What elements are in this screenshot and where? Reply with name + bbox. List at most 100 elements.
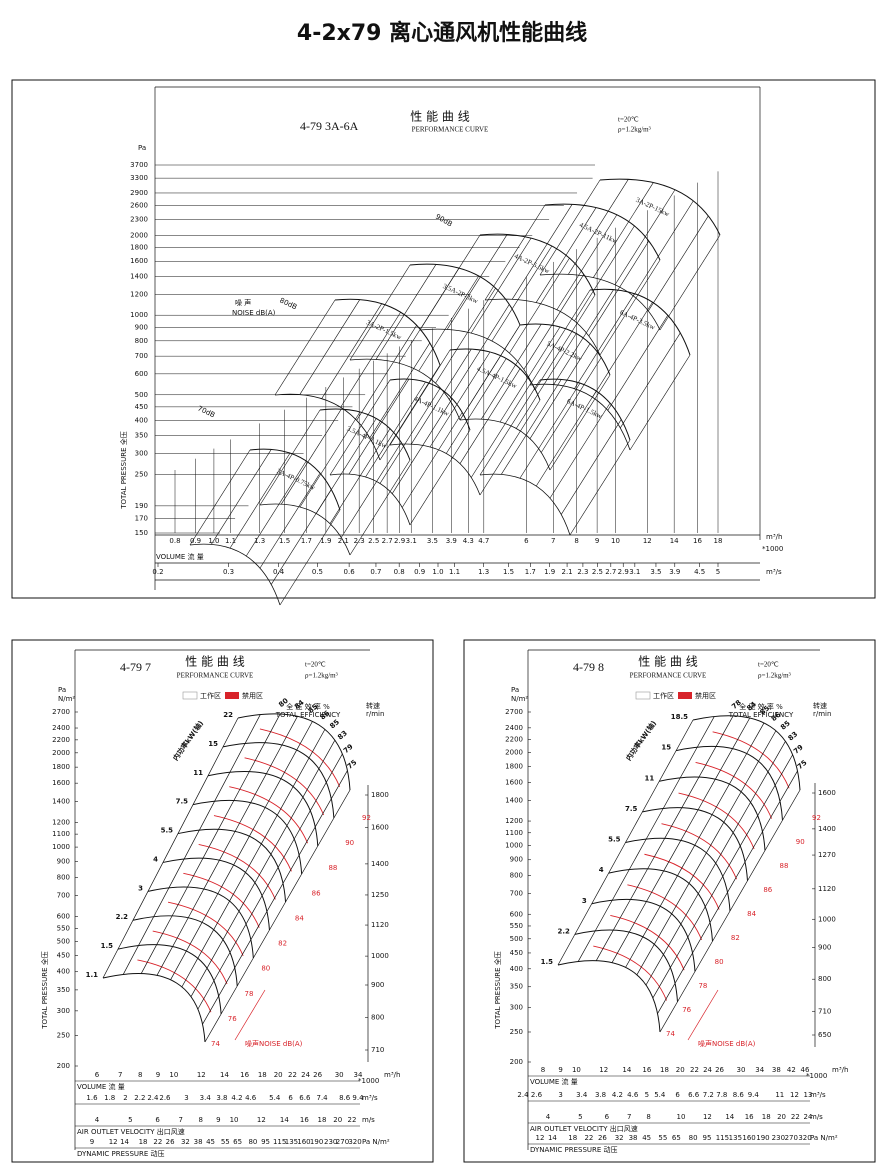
x2-tick-label: 1.0 xyxy=(432,568,443,576)
efficiency-label: 85 xyxy=(779,719,792,731)
y-tick-label: 2300 xyxy=(130,216,148,224)
power-label: 15 xyxy=(208,740,218,748)
y-tick-label: 700 xyxy=(57,892,70,900)
row-tick: 26 xyxy=(598,1134,607,1142)
row-tick: 20 xyxy=(676,1066,685,1074)
x2-tick-label: 2.7 xyxy=(605,568,616,576)
row-tick: 9 xyxy=(216,1116,220,1124)
row-tick: 230 xyxy=(324,1138,337,1146)
y-tick-label: 1600 xyxy=(505,778,523,786)
rule xyxy=(539,179,601,276)
pressure-curve xyxy=(132,915,238,987)
legend-swatch xyxy=(635,691,651,700)
row-tick: 38 xyxy=(194,1138,203,1146)
rule xyxy=(299,411,361,508)
noise-level: 88 xyxy=(328,864,337,872)
row-tick: 32 xyxy=(181,1138,190,1146)
fan-curve xyxy=(459,418,551,471)
speed-tick-label: 1600 xyxy=(818,789,836,797)
row-tick: 95 xyxy=(261,1138,270,1146)
fan-curve xyxy=(389,443,481,496)
legend-swatch xyxy=(182,691,198,700)
rule xyxy=(234,989,266,1041)
row-tick: 8 xyxy=(198,1116,202,1124)
row-tick: 1.6 xyxy=(86,1094,98,1102)
model: 4-79 8 xyxy=(573,660,604,674)
fan-curve xyxy=(539,273,661,331)
row-tick: 13 xyxy=(804,1091,813,1099)
noise-label: NOISE dB(A) xyxy=(232,309,276,317)
rule xyxy=(280,409,342,505)
row-tick: 3.4 xyxy=(200,1094,212,1102)
y-tick-label: 170 xyxy=(135,515,148,523)
row-tick: 2.2 xyxy=(134,1094,145,1102)
row-tick: 80 xyxy=(689,1134,698,1142)
rule xyxy=(529,343,591,439)
y-tick-label: 300 xyxy=(510,1003,523,1011)
y-tick-label: 2400 xyxy=(52,724,70,732)
row-tick: 320 xyxy=(798,1134,811,1142)
x-tick-label: 14 xyxy=(670,537,679,545)
x2-tick-label: 5 xyxy=(716,568,720,576)
rule xyxy=(556,214,618,310)
noise-level: 76 xyxy=(682,1006,691,1014)
row-tick: 10 xyxy=(169,1071,178,1079)
fan-curve xyxy=(419,328,536,391)
rule xyxy=(459,324,521,421)
rule xyxy=(279,509,341,606)
row-tick: 6.6 xyxy=(688,1091,700,1099)
rule xyxy=(348,379,410,475)
rule xyxy=(446,234,508,330)
system-line xyxy=(202,770,348,1025)
noise-level: 82 xyxy=(731,934,740,942)
x-unit: m³/h xyxy=(766,533,782,541)
noise-axis-label: 噪声NOISE dB(A) xyxy=(245,1039,303,1048)
power-axis-label: 内功率kW(轴) xyxy=(171,719,205,762)
x-multiplier: *1000 xyxy=(762,545,783,553)
speed-tick-label: 800 xyxy=(371,1013,384,1021)
noise-level: 80 xyxy=(261,965,270,973)
row-unit: m/s xyxy=(810,1113,823,1121)
y-tick-label: 800 xyxy=(135,337,148,345)
x-tick-label: 3.5 xyxy=(427,537,438,545)
x2-tick-label: 4.5 xyxy=(694,568,705,576)
noise-level: 76 xyxy=(228,1015,237,1023)
row-tick: 16 xyxy=(240,1071,249,1079)
pressure-curve xyxy=(192,799,303,875)
y-tick-label: 200 xyxy=(57,1062,70,1070)
noise-level: 86 xyxy=(312,889,321,897)
restricted-curve xyxy=(229,786,308,844)
row-tick: 6 xyxy=(95,1071,100,1079)
noise-axis-label: 噪声NOISE dB(A) xyxy=(698,1039,756,1048)
power-label: 18.5 xyxy=(671,713,688,721)
row-tick: 9 xyxy=(90,1138,94,1146)
noise-level: 92 xyxy=(362,814,371,822)
y-tick-label: 2700 xyxy=(52,708,70,716)
noise-level: 84 xyxy=(747,910,756,918)
row-tick: 22 xyxy=(348,1116,357,1124)
fan-curve xyxy=(259,503,351,556)
noise-level: 84 xyxy=(295,914,304,922)
row-tick: 3.4 xyxy=(576,1091,588,1099)
restricted-curve xyxy=(244,757,325,816)
heading: 性 能 曲 线 xyxy=(185,655,244,669)
row-tick: 270 xyxy=(785,1134,798,1142)
row-tick: 190 xyxy=(310,1138,323,1146)
rule xyxy=(449,304,510,400)
x-tick-label: 12 xyxy=(643,537,652,545)
rule xyxy=(574,225,635,322)
row-tick: 9.4 xyxy=(352,1094,364,1102)
row-unit: m³/s xyxy=(362,1094,378,1102)
speed-tick-label: 900 xyxy=(371,981,384,989)
row-tick: 9 xyxy=(156,1071,160,1079)
x2-tick-label: 0.9 xyxy=(414,568,425,576)
row-tick: 320 xyxy=(348,1138,361,1146)
x-tick-label: 1.9 xyxy=(320,537,331,545)
row-tick: 8.6 xyxy=(339,1094,351,1102)
y-tick-label: 2600 xyxy=(130,202,148,210)
y-unit: Pa xyxy=(511,686,519,694)
speed-tick-label: 650 xyxy=(818,1031,831,1039)
x-tick-label: 7 xyxy=(551,537,555,545)
power-label: 11 xyxy=(645,774,655,782)
fan-curve xyxy=(329,473,411,526)
